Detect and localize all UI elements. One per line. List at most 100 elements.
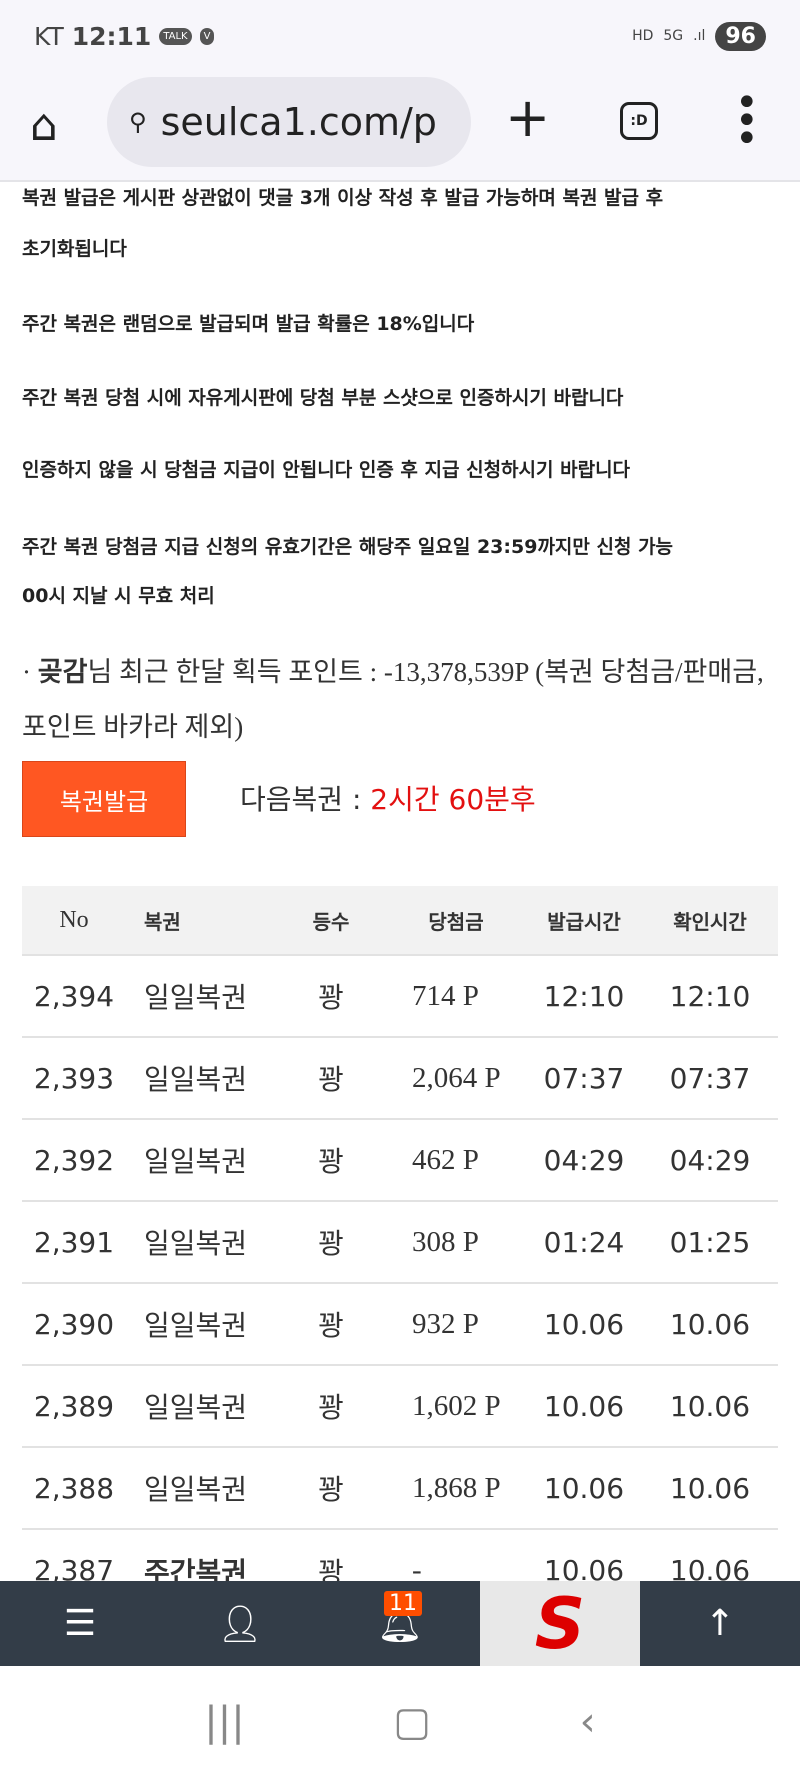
row-issued: 10.06 (543, 1307, 625, 1341)
notification-badge: 11 (384, 1591, 422, 1616)
table-row: 2,393 일일복권 꽝 2,064 P 07:37 07:37 (22, 1037, 778, 1119)
lottery-table: No 복권 등수 당첨금 발급시간 확인시간 2,394 일일복권 꽝 714 P 12… (22, 886, 778, 1611)
hd-icon: HD (632, 28, 654, 44)
col-checked: 확인시간 (673, 909, 747, 934)
row-checked: 10.06 (669, 1389, 751, 1423)
row-no: 2,391 (33, 1225, 115, 1259)
row-prize: 714 P (412, 979, 479, 1012)
col-prize: 당첨금 (428, 909, 484, 934)
more-menu-icon[interactable]: • • • (735, 80, 759, 162)
issue-lottery-button[interactable]: 복권발급 (22, 761, 186, 837)
row-lottery: 일일복권 (144, 1145, 248, 1178)
next-label: 다음복권 : (240, 783, 371, 816)
menu-icon[interactable]: ☰ (63, 1603, 97, 1644)
user-icon[interactable]: 👤︎ (217, 1603, 263, 1645)
row-no: 2,390 (33, 1307, 115, 1341)
v-icon: V (199, 27, 215, 45)
row-issued: 12:10 (543, 979, 625, 1013)
clock: 12:11 (71, 21, 152, 51)
row-lottery: 일일복권 (144, 1063, 248, 1096)
notice-line: 주간 복권 당첨금 지급 신청의 유효기간은 해당주 일요일 23:59까지만 … (22, 536, 674, 558)
url-field[interactable]: ⚲ seulca1.com/p (107, 77, 471, 167)
scroll-top-icon[interactable]: ↑ (704, 1603, 736, 1644)
network-icon: 5G (663, 28, 684, 44)
signal-icon: .ıl (693, 28, 706, 44)
row-checked: 10.06 (669, 1471, 751, 1505)
row-lottery: 일일복권 (144, 1473, 248, 1506)
row-checked: 04:29 (669, 1143, 751, 1177)
notice-line: 복권 발급은 게시판 상관없이 댓글 3개 이상 작성 후 발급 가능하며 복권… (22, 187, 664, 209)
row-rank: 꽝 (318, 1227, 344, 1260)
row-issued: 10.06 (543, 1471, 625, 1505)
row-no: 2,388 (33, 1471, 115, 1505)
row-prize: 932 P (412, 1307, 479, 1340)
bottom-nav: ☰ 👤︎ 🔔︎ 11 S ↑ (0, 1581, 800, 1666)
row-rank: 꽝 (318, 1391, 344, 1424)
username: 곶감 (37, 657, 88, 688)
system-nav: ||| ▢ ‹ (0, 1666, 800, 1778)
table-row: 2,390 일일복권 꽝 932 P 10.06 10.06 (22, 1283, 778, 1365)
notice-line: 초기화됩니다 (22, 238, 127, 260)
row-rank: 꽝 (318, 1473, 344, 1506)
recents-icon[interactable]: ||| (204, 1699, 245, 1745)
next-value: 2시간 60분후 (370, 783, 536, 816)
notification-bell-icon[interactable]: 🔔︎ 11 (377, 1591, 423, 1645)
points-summary: · 곶감님 최근 한달 획득 포인트 : -13,378,539P (복권 당첨… (22, 645, 782, 754)
row-issued: 04:29 (543, 1143, 625, 1177)
site-settings-icon[interactable]: ⚲ (129, 108, 147, 136)
row-rank: 꽝 (318, 1063, 344, 1096)
col-rank: 등수 (312, 909, 350, 934)
row-prize: 2,064 P (412, 1061, 501, 1094)
col-lottery: 복권 (144, 909, 181, 934)
points-text: 님 최근 한달 획득 포인트 : -13,378,539P (복권 당첨금/판매… (22, 657, 764, 742)
bullet: · (22, 657, 31, 687)
row-no: 2,392 (33, 1143, 115, 1177)
row-issued: 01:24 (543, 1225, 625, 1259)
col-issued: 발급시간 (547, 909, 621, 934)
table-row: 2,392 일일복권 꽝 462 P 04:29 04:29 (22, 1119, 778, 1201)
row-checked: 07:37 (669, 1061, 751, 1095)
battery-icon: 96 (715, 21, 766, 51)
col-no: No (59, 906, 89, 933)
row-issued: 07:37 (543, 1061, 625, 1095)
site-logo[interactable]: S (480, 1581, 640, 1666)
table-header: No 복권 등수 당첨금 발급시간 확인시간 (22, 886, 778, 955)
new-tab-button[interactable]: + (505, 86, 551, 149)
row-checked: 12:10 (669, 979, 751, 1013)
url-text: seulca1.com/p (160, 100, 437, 144)
row-no: 2,393 (33, 1061, 115, 1095)
logo-letter: S (534, 1582, 586, 1665)
table-row: 2,388 일일복권 꽝 1,868 P 10.06 10.06 (22, 1447, 778, 1529)
tabs-button[interactable]: :D (620, 102, 658, 140)
next-lottery: 다음복권 : 2시간 60분후 (240, 778, 536, 818)
row-no: 2,389 (33, 1389, 115, 1423)
row-checked: 10.06 (669, 1307, 751, 1341)
row-checked: 01:25 (669, 1225, 751, 1259)
back-icon[interactable]: ‹ (579, 1699, 596, 1745)
kakaotalk-icon: TALK (159, 27, 192, 45)
row-prize: 1,868 P (412, 1471, 501, 1504)
row-rank: 꽝 (318, 981, 344, 1014)
row-prize: - (412, 1554, 422, 1586)
status-bar: KT 12:11 TALK V HD 5G .ıl 96 (0, 0, 800, 72)
carrier: KT (34, 21, 64, 51)
notice-line: 주간 복권 당첨 시에 자유게시판에 당첨 부분 스샷으로 인증하시기 바랍니다 (22, 387, 624, 409)
row-lottery: 일일복권 (144, 981, 248, 1014)
notice-line: 주간 복권은 랜덤으로 발급되며 발급 확률은 18%입니다 (22, 313, 475, 335)
row-lottery: 일일복권 (144, 1391, 248, 1424)
row-lottery: 일일복권 (144, 1227, 248, 1260)
notice-line: 인증하지 않을 시 당첨금 지급이 안됩니다 인증 후 지급 신청하시기 바랍니… (22, 459, 631, 481)
home-button-icon[interactable]: ▢ (393, 1699, 432, 1745)
row-rank: 꽝 (318, 1309, 344, 1342)
notice-line: 00시 지날 시 무효 처리 (22, 585, 215, 607)
row-prize: 1,602 P (412, 1389, 501, 1422)
home-icon[interactable]: ⌂ (30, 100, 58, 151)
row-prize: 462 P (412, 1143, 479, 1176)
table-row: 2,389 일일복권 꽝 1,602 P 10.06 10.06 (22, 1365, 778, 1447)
table-row: 2,394 일일복권 꽝 714 P 12:10 12:10 (22, 955, 778, 1037)
row-issued: 10.06 (543, 1389, 625, 1423)
table-row: 2,391 일일복권 꽝 308 P 01:24 01:25 (22, 1201, 778, 1283)
row-lottery: 일일복권 (144, 1309, 248, 1342)
browser-toolbar: ⌂ ⚲ seulca1.com/p + :D • • • (0, 72, 800, 182)
row-rank: 꽝 (318, 1145, 344, 1178)
